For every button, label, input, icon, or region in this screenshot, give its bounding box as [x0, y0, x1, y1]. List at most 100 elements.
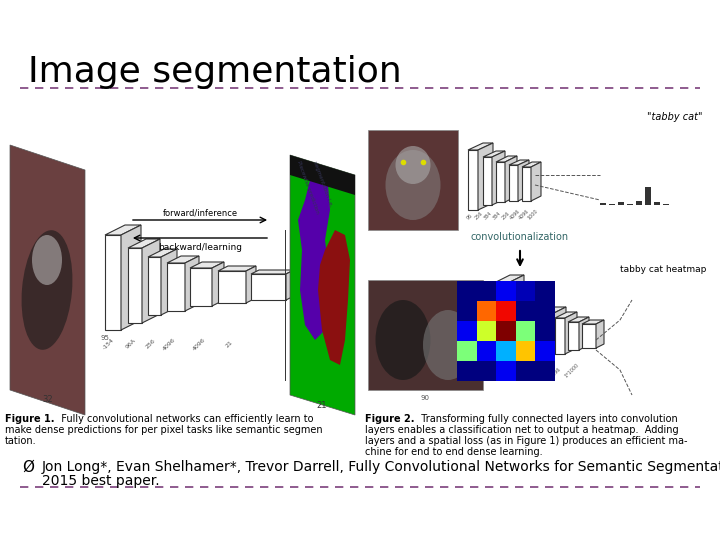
Polygon shape	[142, 239, 160, 323]
Polygon shape	[190, 262, 224, 268]
FancyBboxPatch shape	[509, 165, 518, 201]
Text: 256: 256	[501, 211, 511, 221]
Polygon shape	[565, 312, 577, 354]
Text: tation.: tation.	[5, 436, 37, 446]
Text: 2015 best paper.: 2015 best paper.	[42, 474, 160, 488]
Polygon shape	[286, 270, 294, 300]
Text: 4096: 4096	[518, 209, 530, 221]
Polygon shape	[185, 256, 199, 311]
Polygon shape	[522, 288, 540, 359]
Polygon shape	[478, 143, 493, 210]
Text: 4096: 4096	[550, 367, 562, 379]
FancyBboxPatch shape	[568, 322, 579, 350]
Polygon shape	[579, 317, 589, 350]
Polygon shape	[298, 175, 330, 340]
Polygon shape	[541, 307, 566, 314]
FancyBboxPatch shape	[483, 157, 492, 205]
Text: -154: -154	[102, 337, 116, 350]
Polygon shape	[167, 256, 199, 263]
Polygon shape	[148, 249, 177, 257]
Polygon shape	[121, 225, 141, 330]
FancyBboxPatch shape	[490, 285, 504, 365]
FancyBboxPatch shape	[167, 263, 185, 311]
Text: segmentation i.e.: segmentation i.e.	[312, 160, 333, 207]
FancyBboxPatch shape	[609, 204, 615, 205]
Text: 1000: 1000	[527, 208, 539, 221]
Ellipse shape	[395, 146, 431, 184]
FancyBboxPatch shape	[526, 307, 537, 357]
FancyBboxPatch shape	[618, 202, 624, 205]
Polygon shape	[555, 312, 577, 318]
Text: Transforming fully connected layers into convolution: Transforming fully connected layers into…	[415, 414, 678, 424]
Polygon shape	[490, 275, 524, 285]
Ellipse shape	[22, 230, 73, 350]
Text: "tabby cat": "tabby cat"	[647, 112, 703, 122]
Polygon shape	[509, 160, 529, 165]
Text: 90: 90	[420, 395, 430, 401]
Text: Figure 1.: Figure 1.	[5, 414, 55, 424]
FancyBboxPatch shape	[636, 201, 642, 205]
Text: make dense predictions for per pixel tasks like semantic segmen: make dense predictions for per pixel tas…	[5, 425, 323, 435]
Text: 256*4096: 256*4096	[530, 359, 550, 379]
Text: Ø: Ø	[22, 460, 34, 475]
Text: 4096: 4096	[509, 209, 521, 221]
Text: 32: 32	[42, 395, 53, 404]
Text: 96: 96	[466, 213, 474, 221]
FancyBboxPatch shape	[663, 204, 669, 205]
Text: 4096: 4096	[192, 336, 206, 352]
Polygon shape	[504, 275, 524, 365]
Polygon shape	[510, 288, 540, 297]
FancyBboxPatch shape	[496, 162, 505, 202]
Polygon shape	[218, 266, 256, 271]
FancyBboxPatch shape	[368, 130, 458, 230]
FancyBboxPatch shape	[522, 167, 531, 201]
FancyBboxPatch shape	[555, 318, 565, 354]
Text: Jon Long*, Evan Shelhamer*, Trevor Darrell, Fully Convolutional Networks for Sem: Jon Long*, Evan Shelhamer*, Trevor Darre…	[42, 460, 720, 474]
Text: Image segmentation: Image segmentation	[28, 55, 402, 89]
Polygon shape	[212, 262, 224, 306]
FancyBboxPatch shape	[645, 187, 651, 205]
Ellipse shape	[376, 300, 431, 380]
Polygon shape	[505, 156, 517, 202]
FancyBboxPatch shape	[368, 280, 483, 390]
Polygon shape	[290, 155, 355, 195]
FancyBboxPatch shape	[541, 314, 552, 356]
FancyBboxPatch shape	[510, 297, 522, 359]
Text: forward/inference: forward/inference	[163, 208, 238, 217]
FancyBboxPatch shape	[190, 268, 212, 306]
Polygon shape	[161, 249, 177, 315]
Text: convolutionalization: convolutionalization	[471, 232, 569, 242]
Text: 75*: 75*	[487, 369, 497, 379]
Polygon shape	[518, 160, 529, 201]
Ellipse shape	[32, 235, 62, 285]
Text: 256: 256	[474, 211, 484, 221]
Text: 21: 21	[317, 401, 328, 410]
Text: 1*1000: 1*1000	[564, 363, 580, 379]
Text: 384: 384	[519, 369, 529, 379]
Polygon shape	[318, 230, 350, 365]
FancyBboxPatch shape	[128, 248, 142, 323]
Text: 90: 90	[485, 370, 495, 376]
Text: 21: 21	[225, 339, 233, 348]
Text: backward/learning: backward/learning	[158, 243, 242, 252]
FancyBboxPatch shape	[654, 202, 660, 205]
Polygon shape	[468, 143, 493, 150]
Polygon shape	[537, 299, 553, 357]
Polygon shape	[496, 156, 517, 162]
Text: 256: 256	[503, 369, 513, 379]
Polygon shape	[10, 145, 85, 415]
Polygon shape	[582, 320, 604, 324]
Polygon shape	[522, 162, 541, 167]
Polygon shape	[552, 307, 566, 356]
FancyBboxPatch shape	[105, 235, 121, 330]
Text: 384: 384	[483, 211, 493, 221]
Text: 96A: 96A	[125, 338, 137, 350]
Polygon shape	[568, 317, 589, 322]
Text: Piecewise prediction: Piecewise prediction	[296, 160, 320, 214]
FancyBboxPatch shape	[251, 274, 286, 300]
Polygon shape	[492, 151, 505, 205]
Text: 4096: 4096	[161, 336, 176, 352]
Text: 256: 256	[145, 338, 157, 350]
Text: tabby cat heatmap: tabby cat heatmap	[620, 265, 706, 274]
Polygon shape	[290, 155, 355, 415]
